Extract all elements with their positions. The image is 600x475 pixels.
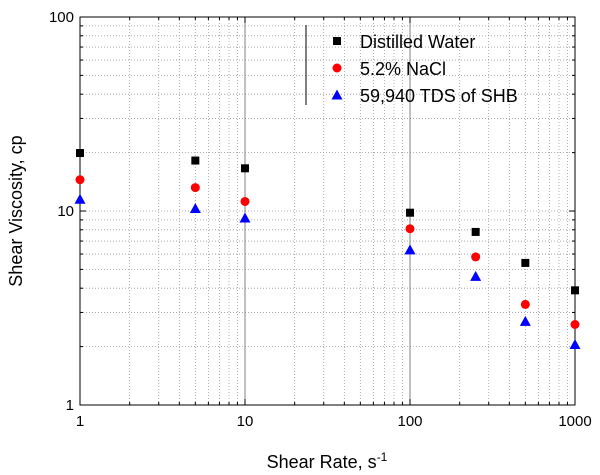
x-tick-labels: 1 10 100 1000 [76,413,592,430]
x-tick-label: 1000 [558,413,591,430]
x-tick-label: 1 [76,413,84,430]
data-point-triangle [189,203,201,214]
data-point-square [521,258,530,267]
data-point-square [191,156,200,165]
data-point-triangle [519,315,531,326]
y-tick-label: 100 [49,9,74,26]
legend-label: 59,940 TDS of SHB [360,86,518,106]
data-point-square [571,286,579,295]
data-point-triangle [239,212,251,223]
y-tick-labels: 1 10 100 [49,9,74,414]
data-point-triangle [404,244,416,255]
legend-label: Distilled Water [360,32,475,52]
data-point-square [471,227,480,236]
legend-label: 5.2% NaCl [360,59,446,79]
data-point-circle [405,224,415,234]
y-tick-label: 1 [66,397,74,414]
data-point-circle [75,175,85,185]
grid [80,17,575,405]
y-axis-title: Shear Viscosity, cp [6,135,26,286]
data-point-circle [190,183,200,193]
y-tick-label: 10 [57,203,74,220]
x-tick-label: 100 [397,413,422,430]
legend: Distilled Water 5.2% NaCl 59,940 TDS of SH… [305,25,518,106]
data-points [74,149,581,350]
legend-marker-square [333,37,341,45]
legend-marker-triangle [331,89,343,100]
data-point-circle [240,196,250,206]
data-point-square [76,149,84,158]
data-point-triangle [569,339,581,350]
data-point-circle [570,319,580,329]
data-point-triangle [470,270,482,281]
axis-ticks [79,16,576,406]
data-point-square [241,164,249,173]
data-point-triangle [74,193,86,204]
x-axis-title: Shear Rate, s-1 [267,450,388,472]
data-point-circle [520,299,530,309]
x-tick-label: 10 [237,413,254,430]
data-point-circle [471,252,481,262]
legend-marker-circle [332,63,342,73]
data-point-square [406,208,414,217]
